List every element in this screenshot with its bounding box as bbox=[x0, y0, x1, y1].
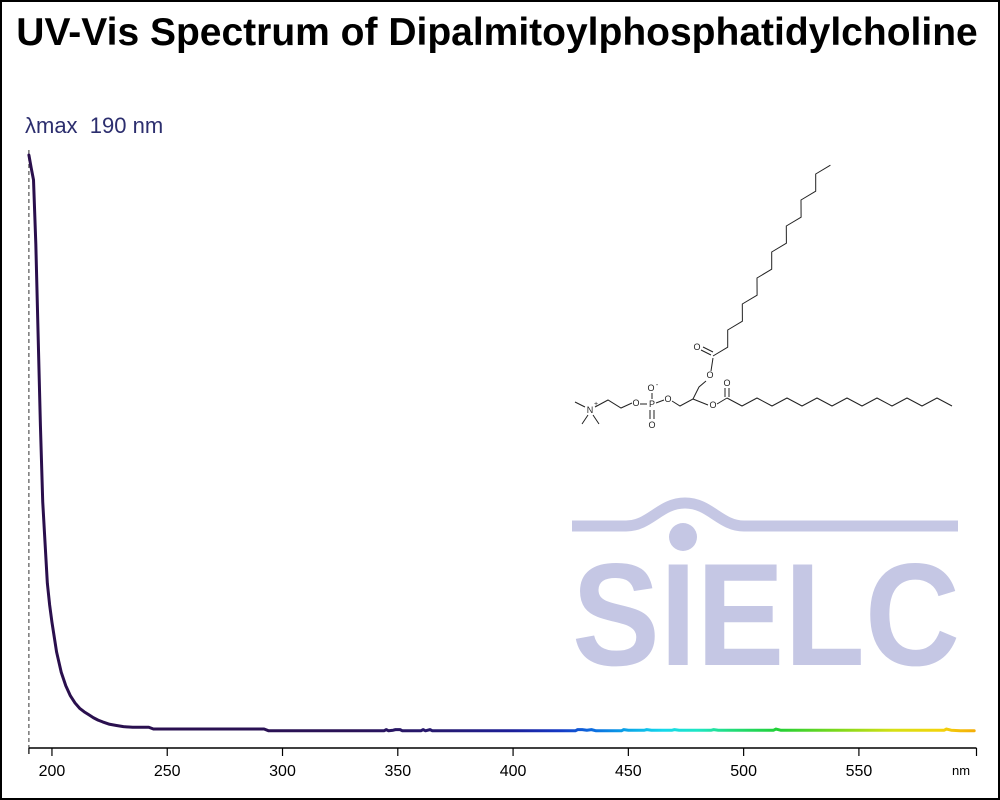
spectrum-line bbox=[27, 153, 976, 733]
dppc-structure: N + O P O - O O O O O O bbox=[574, 164, 953, 430]
x-tick-label: 300 bbox=[269, 763, 296, 780]
atom-label-oxygen-lower-ester: O bbox=[709, 400, 716, 410]
plot-area: 200 250 300 350 400 450 500 550 bbox=[27, 150, 976, 780]
logo-dot bbox=[669, 523, 697, 551]
atom-label-oxygen-upper-carbonyl: O bbox=[693, 342, 700, 352]
sielc-logo: SIELC bbox=[572, 497, 960, 696]
x-axis-unit-label: nm bbox=[952, 763, 970, 778]
x-tick-label: 450 bbox=[615, 763, 642, 780]
logo-text: SIELC bbox=[572, 533, 960, 696]
atom-label-oxygen-ether: O bbox=[632, 398, 639, 408]
x-tick-label: 550 bbox=[846, 763, 873, 780]
upper-acyl-chain bbox=[712, 164, 831, 357]
x-tick-label: 350 bbox=[384, 763, 411, 780]
x-tick-label: 400 bbox=[500, 763, 527, 780]
atom-label-oxygen-upper-ester: O bbox=[706, 370, 713, 380]
logo-wave bbox=[572, 497, 958, 532]
atom-charge-positive: + bbox=[594, 401, 598, 408]
atom-label-nitrogen: N bbox=[587, 405, 594, 415]
atom-label-oxygen-anion: O bbox=[647, 383, 654, 393]
chart-title: UV-Vis Spectrum of Dipalmitoylphosphatid… bbox=[16, 11, 977, 54]
atom-label-oxygen-phosphoryl: O bbox=[648, 420, 655, 430]
x-tick-label: 250 bbox=[154, 763, 181, 780]
atom-charge-negative: - bbox=[656, 382, 659, 389]
x-tick-label: 500 bbox=[730, 763, 757, 780]
lambda-max-label: λmax 190 nm bbox=[25, 113, 163, 138]
lower-acyl-chain bbox=[726, 397, 953, 407]
headgroup-bonds bbox=[574, 346, 730, 425]
atom-label-oxygen-lower-carbonyl: O bbox=[723, 378, 730, 388]
atom-label-oxygen-phosphate-ester: O bbox=[664, 394, 671, 404]
x-tick-label: 200 bbox=[39, 763, 66, 780]
atom-label-phosphorus: P bbox=[649, 399, 655, 409]
